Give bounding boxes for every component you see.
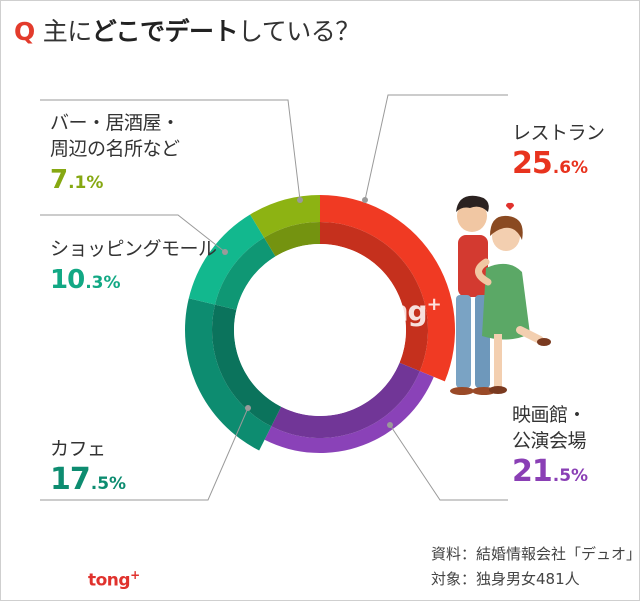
label-mall-dec: .3% — [85, 273, 121, 293]
label-mall-value: 10.3% — [50, 262, 217, 301]
watermark-logo: tong+ — [358, 294, 442, 328]
watermark-plus: + — [426, 294, 442, 315]
label-cinema-value: 21.5% — [512, 454, 588, 494]
donut-slice-inner-0 — [320, 222, 428, 372]
label-cinema-line1: 映画館・ — [512, 404, 587, 426]
woman-shoe — [489, 386, 507, 394]
leader-line-cafe — [40, 407, 249, 501]
footer-source: 資料：結婚情報会社「デュオ」 — [431, 545, 640, 563]
label-bar-num: 7 — [50, 165, 68, 195]
man-shirt — [458, 235, 488, 297]
label-cinema-line2: 公演会場 — [512, 430, 587, 452]
donut-slice-inner-3 — [215, 237, 276, 310]
leader-dot-restaurant — [362, 197, 368, 203]
label-cafe-num: 17 — [50, 462, 91, 497]
title-pre: 主に — [42, 17, 93, 46]
page-title: Q 主にどこでデートしている？ — [14, 12, 360, 48]
donut-slice-3 — [188, 214, 265, 305]
donut-slice-inner-4 — [264, 222, 320, 257]
question-mark-q: Q — [14, 17, 35, 46]
leader-dot-bar — [297, 197, 303, 203]
leader-dots — [222, 197, 393, 428]
woman-raised-leg — [516, 326, 544, 344]
label-restaurant: レストラン 25.6% — [512, 120, 605, 186]
woman-hair — [490, 215, 523, 240]
label-mall-name: ショッピングモール — [50, 238, 217, 260]
donut-slice-1 — [264, 371, 434, 453]
donut-slice-4 — [250, 195, 320, 238]
donut-slice-inner-1 — [271, 362, 420, 438]
leader-dot-mall — [222, 249, 228, 255]
woman-leg — [494, 334, 502, 389]
brand-text: tong — [88, 570, 131, 591]
leader-dot-cinema — [387, 422, 393, 428]
donut-slice-inner-2 — [212, 304, 282, 427]
donut-slice-0 — [320, 195, 455, 382]
title-post: している？ — [238, 17, 360, 46]
woman-dress — [482, 263, 530, 340]
label-cinema-num: 21 — [512, 454, 553, 489]
label-bar-line1: バー・居酒屋・ — [50, 112, 180, 134]
label-mall-num: 10 — [50, 265, 85, 295]
leader-line-mall — [40, 214, 226, 253]
title-strong: どこでデート — [91, 17, 239, 46]
footer-target: 対象：独身男女481人 — [431, 570, 580, 588]
label-cinema-dec: .5% — [552, 466, 589, 486]
label-restaurant-name: レストラン — [512, 122, 605, 144]
donut-slice-2 — [184, 298, 272, 451]
brand-logo: tong+ — [88, 568, 140, 591]
footer-notes: 資料：結婚情報会社「デュオ」 対象：独身男女481人 — [431, 542, 640, 592]
woman-raised-shoe — [537, 338, 551, 346]
label-cafe-dec: .5% — [90, 474, 127, 494]
leader-line-cinema — [389, 424, 508, 501]
leader-line-bar — [40, 99, 301, 201]
watermark-text: tong — [358, 294, 428, 328]
man-hair — [456, 195, 489, 212]
label-bar-value: 7.1% — [50, 162, 180, 201]
label-bar-line2: 周辺の名所など — [50, 138, 180, 160]
label-bar-dec: .1% — [68, 173, 104, 193]
man-face — [457, 200, 487, 232]
donut-hole — [234, 244, 406, 416]
label-restaurant-num: 25 — [512, 146, 553, 181]
label-restaurant-value: 25.6% — [512, 146, 605, 186]
label-cinema: 映画館・ 公演会場 21.5% — [512, 402, 588, 494]
leader-line-restaurant — [364, 94, 508, 201]
label-restaurant-dec: .6% — [552, 158, 589, 178]
leader-dot-cafe — [245, 405, 251, 411]
label-mall: ショッピングモール 10.3% — [50, 236, 217, 301]
label-bar: バー・居酒屋・ 周辺の名所など 7.1% — [50, 110, 180, 201]
leader-lines — [40, 94, 508, 501]
label-cafe-value: 17.5% — [50, 462, 126, 502]
kissing-couple-illustration — [450, 195, 551, 395]
label-cafe-name: カフェ — [50, 438, 106, 460]
heart-icon — [505, 202, 515, 210]
brand-plus: + — [130, 568, 140, 582]
man-arm — [475, 258, 492, 286]
man-left-leg — [456, 295, 471, 388]
man-left-shoe — [450, 387, 474, 395]
label-cafe: カフェ 17.5% — [50, 436, 126, 502]
donut-slices — [184, 195, 455, 453]
